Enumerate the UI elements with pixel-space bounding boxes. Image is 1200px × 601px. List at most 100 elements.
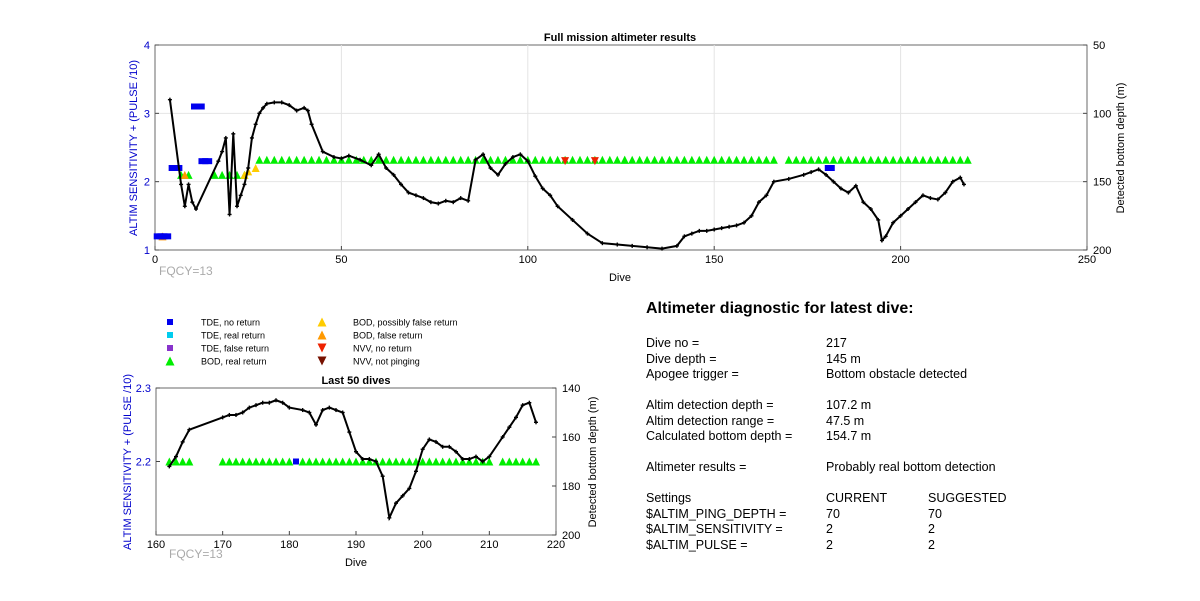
bod-real-return-marker [352,457,360,466]
settings-label: Settings [646,491,692,505]
bottom-depth-point [327,405,332,410]
dive-no-value: 217 [826,336,847,350]
bottom-depth-point [500,435,505,439]
bottom-depth-point [190,200,195,205]
bottom-depth-point [257,111,262,116]
bottom-depth-point [223,135,228,140]
bottom-depth-point [809,170,814,175]
dive-depth-value: 145 m [826,351,861,366]
bottom-depth-point [331,155,336,160]
bottom-depth-point [540,186,545,191]
dive-no-label: Dive no = [646,336,700,350]
chart1-title: Full mission altimeter results [544,32,696,44]
bod-real-return-marker [398,457,407,466]
legend-square-marker [167,345,173,351]
bottom-depth-point [891,220,896,225]
bottom-depth-point [179,182,184,187]
bottom-depth-point [272,100,277,105]
bottom-depth-point [525,159,530,164]
bod-real-return-marker [285,155,294,164]
pulse-row: $ALTIM_PULSE = 2 2 [646,538,1066,554]
bottom-depth-point [481,152,486,157]
bod-real-return-marker [643,155,652,164]
x-tick-label: 180 [280,539,298,551]
bottom-depth-point [764,193,769,198]
bod-real-return-marker [382,155,391,164]
bottom-depth-point [898,213,903,218]
diagnostic-panel: Altimeter diagnostic for latest dive: Di… [646,300,1066,553]
bod-real-return-marker [378,457,387,466]
bottom-depth-point [533,174,538,179]
x-tick-label: 160 [147,539,165,551]
bottom-depth-point [928,196,933,201]
bod-real-return-marker [315,155,324,164]
legend-label: NVV, no return [353,344,412,354]
sensitivity-suggested: 2 [928,522,935,536]
y-tick-label: 2 [144,177,150,189]
bod-real-return-marker [445,457,454,466]
bod-real-return-marker [532,457,540,466]
altim-range-label: Altim detection range = [646,413,775,428]
bottom-depth-point [394,501,398,506]
apogee-row: Apogee trigger = Bottom obstacle detected [646,367,1066,383]
bod-real-return-marker [172,457,180,466]
x-tick-label: 170 [213,539,231,551]
bod-real-return-marker [518,457,527,466]
bod-real-return-marker [418,457,427,466]
results-value: Probably real bottom detection [826,460,996,474]
bottom-depth-point [220,415,225,420]
bod-real-return-marker [449,155,458,164]
bod-real-return-marker [218,457,227,466]
last-50-dives-chart: Last 50 dives ALTIM SENSITIVITY + (PULSE… [122,374,599,569]
bottom-depth-point [689,231,694,236]
bottom-depth-point [302,105,307,110]
bottom-depth-point [246,166,251,170]
bottom-depth-point [287,103,292,108]
bod-real-return-marker [325,457,334,466]
bottom-depth-point [247,405,252,410]
bod-real-return-marker [438,457,447,466]
bod-real-return-marker [740,155,749,164]
bottom-depth-point [174,454,178,459]
bod-real-return-marker [307,155,316,164]
bod-real-return-marker [546,155,555,164]
chart2-fqcy-annotation: FQCY=13 [169,547,223,561]
bottom-depth-point [421,196,426,201]
bottom-depth-point [182,204,187,209]
y-tick-label: 1 [144,245,150,257]
bottom-depth-point [261,105,266,110]
bod-false-marker [180,170,189,179]
results-label: Altimeter results = [646,460,747,474]
bottom-depth-point [548,193,553,198]
legend-triangle-marker [317,330,327,340]
bottom-depth-point [838,186,843,191]
bod-real-return-marker [456,155,465,164]
bod-possibly-false-marker [251,164,260,172]
bottom-depth-point [260,400,265,405]
bod-real-return-marker [516,155,525,164]
bod-real-return-marker [389,155,398,164]
bod-real-return-marker [911,155,920,164]
bottom-depth-point [466,198,471,203]
bottom-depth-point [187,427,192,432]
bottom-depth-point [719,226,724,231]
bod-real-return-marker [904,155,913,164]
bottom-depth-point [440,444,445,449]
x-tick-label: 200 [891,254,909,266]
bod-real-return-marker [717,155,726,164]
ping-depth-row: $ALTIM_PING_DEPTH = 70 70 [646,507,1066,523]
bottom-depth-point [287,405,292,410]
bod-real-return-marker [472,457,480,466]
x-tick-label: 0 [152,254,158,266]
bod-real-return-marker [292,155,301,164]
bottom-depth-point [220,149,225,154]
x-tick-label: 150 [705,254,723,266]
bottom-depth-point [384,166,389,170]
legend-label: BOD, possibly false return [353,318,458,328]
altim-depth-row: Altim detection depth = 107.2 m [646,398,1066,414]
bottom-depth-point [846,190,851,195]
bod-real-return-marker [926,155,935,164]
bod-real-return-marker [792,155,801,164]
bod-real-return-marker [358,457,367,466]
bod-real-return-marker [434,155,443,164]
